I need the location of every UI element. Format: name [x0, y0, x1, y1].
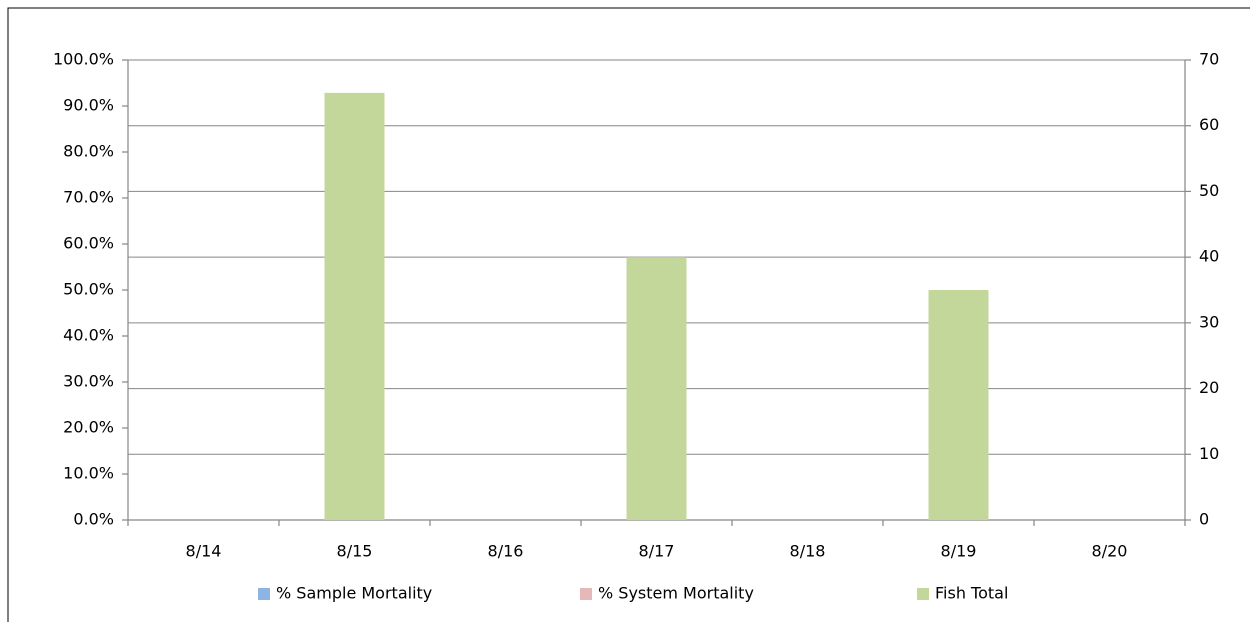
- x-tick-label: 8/15: [337, 542, 373, 561]
- y-tick-label: 60.0%: [63, 234, 114, 253]
- y2-tick-label: 40: [1199, 247, 1219, 266]
- x-tick-label: 8/18: [790, 542, 826, 561]
- bar: [324, 92, 385, 520]
- y-tick-label: 10.0%: [63, 464, 114, 483]
- y2-tick-label: 50: [1199, 181, 1219, 200]
- y2-tick-label: 70: [1199, 50, 1219, 69]
- x-tick-label: 8/14: [186, 542, 222, 561]
- y-tick-label: 80.0%: [63, 142, 114, 161]
- legend-swatch: [258, 588, 270, 600]
- y-tick-label: 90.0%: [63, 96, 114, 115]
- x-tick-label: 8/20: [1092, 542, 1128, 561]
- legend-swatch: [917, 588, 929, 600]
- y-tick-label: 70.0%: [63, 188, 114, 207]
- legend-label: % System Mortality: [598, 584, 754, 603]
- legend-label: Fish Total: [935, 584, 1008, 603]
- y-tick-label: 0.0%: [73, 510, 114, 529]
- x-tick-label: 8/19: [941, 542, 977, 561]
- y-tick-label: 100.0%: [53, 50, 114, 69]
- bar: [928, 290, 989, 520]
- y-tick-label: 30.0%: [63, 372, 114, 391]
- y2-tick-label: 30: [1199, 312, 1219, 331]
- legend-swatch: [580, 588, 592, 600]
- y-tick-label: 20.0%: [63, 418, 114, 437]
- x-tick-label: 8/17: [639, 542, 675, 561]
- y-tick-label: 40.0%: [63, 326, 114, 345]
- y2-tick-label: 60: [1199, 115, 1219, 134]
- chart-border: [7, 7, 1250, 622]
- x-tick-label: 8/16: [488, 542, 524, 561]
- y2-tick-label: 10: [1199, 444, 1219, 463]
- y2-tick-label: 20: [1199, 378, 1219, 397]
- bar: [626, 257, 687, 520]
- y-tick-label: 50.0%: [63, 280, 114, 299]
- legend-label: % Sample Mortality: [276, 584, 432, 603]
- y2-tick-label: 0: [1199, 510, 1209, 529]
